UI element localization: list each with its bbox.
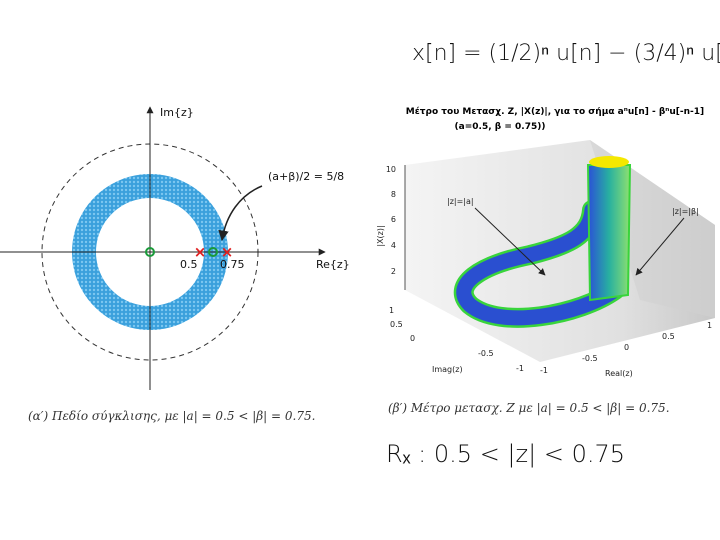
- zero: [145, 247, 155, 257]
- x-axis-label: Real(z): [605, 369, 633, 378]
- caption: (α′) Πεδίο σύγκλισης, με |a| = 0.5 < |β|…: [28, 409, 315, 423]
- pole-top: [589, 156, 629, 168]
- tick-label: 0.5: [180, 258, 198, 271]
- z-axis-label: |X(z)|: [376, 225, 385, 246]
- z-tick-label: 4: [391, 241, 396, 250]
- z-tick-label: 2: [391, 267, 396, 276]
- plot-title: (a=0.5, β = 0.75)): [455, 122, 546, 132]
- x-axis-label: Re{z}: [316, 258, 350, 271]
- y-axis-label: Imag(z): [432, 365, 463, 374]
- zero: [208, 247, 218, 257]
- x-tick-label: -0.5: [582, 354, 598, 363]
- annotation-arrow: [474, 207, 546, 276]
- pole-column: [586, 164, 632, 302]
- annotation-arrow: [218, 185, 263, 242]
- z-tick-label: 10: [386, 165, 396, 174]
- annotation: |z|=|a|: [447, 197, 474, 206]
- x-tick-label: 1: [707, 321, 712, 330]
- caption: (β′) Μέτρο μετασχ. Z με |a| = 0.5 < |β| …: [388, 401, 670, 415]
- y-tick-label: 0.5: [390, 320, 403, 329]
- annotation: |z|=|β|: [672, 207, 699, 216]
- roc-diagram: × × Im{z} Re{z} 0.5 0.75 (a+β)/2 = 5/8 (…: [0, 106, 350, 423]
- pole: ×: [221, 243, 234, 261]
- surface-plot: Μέτρο του Μετασχ. Z, |X(z)|, για το σήμα…: [376, 106, 715, 415]
- y-tick-label: 1: [389, 306, 394, 315]
- roc-note: Rₓ : 0.5 < |z| < 0.75: [386, 440, 625, 468]
- roc-annulus: [72, 174, 229, 330]
- y-tick-label: -0.5: [478, 349, 494, 358]
- plot-title: Μέτρο του Μετασχ. Z, |X(z)|, για το σήμα…: [406, 106, 704, 117]
- annotation: (a+β)/2 = 5/8: [268, 170, 344, 183]
- x-tick-label: -1: [540, 366, 548, 375]
- y-tick-label: 0: [410, 334, 415, 343]
- ribbon: [456, 202, 623, 326]
- equation: x[n] = (1/2)ⁿ u[n] − (3/4)ⁿ u[−n−1]: [412, 41, 720, 66]
- annotation-arrow: [635, 217, 685, 276]
- tick-label: 0.75: [220, 258, 245, 271]
- z-tick-label: 6: [391, 215, 396, 224]
- y-tick-label: -1: [516, 364, 524, 373]
- x-tick-label: 0.5: [662, 332, 675, 341]
- x-tick-label: 0: [624, 343, 629, 352]
- z-tick-label: 8: [391, 190, 396, 199]
- y-axis-label: Im{z}: [160, 106, 194, 119]
- pole: ×: [194, 243, 207, 261]
